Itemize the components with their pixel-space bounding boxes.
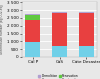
Bar [79,13,94,46]
Bar [79,46,94,57]
Bar [25,14,40,15]
Bar [25,15,40,20]
Bar [52,46,67,57]
Bar [52,12,67,13]
Bar [25,20,40,42]
Bar [79,12,94,13]
Bar [52,13,67,46]
Legend: Demolition, Use, Renovation, Construction: Demolition, Use, Renovation, Constructio… [37,73,82,79]
Bar [25,42,40,57]
Y-axis label: Greenhouse number [kg CO2-eq]: Greenhouse number [kg CO2-eq] [0,5,4,54]
